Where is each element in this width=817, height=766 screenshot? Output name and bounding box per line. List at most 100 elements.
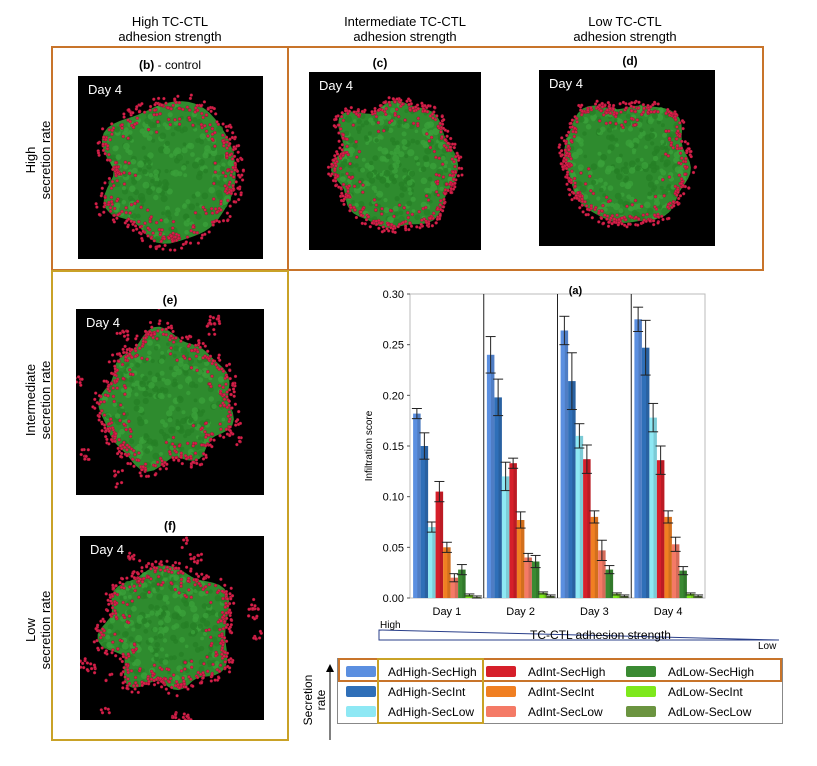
row-header-low-line1: Low xyxy=(23,618,38,642)
column-header-low-line1: Low TC-CTL xyxy=(588,14,662,29)
column-header-high-line2: adhesion strength xyxy=(118,29,222,44)
row-header-high: High secretion rate xyxy=(23,90,53,230)
legend-label: AdInt-SecHigh xyxy=(528,665,606,679)
legend-label: AdHigh-SecInt xyxy=(388,685,466,699)
bar xyxy=(435,491,444,598)
adhesion-scale-low: Low xyxy=(758,641,777,652)
bar xyxy=(428,527,436,598)
legend-swatch xyxy=(486,706,516,717)
panel-e-image: Day 4 xyxy=(76,309,264,495)
bar xyxy=(613,593,621,598)
legend-label: AdLow-SecLow xyxy=(668,705,752,719)
x-tick-label: Day 3 xyxy=(580,606,609,618)
y-tick-label: 0.25 xyxy=(383,340,404,352)
panel-e-simulation xyxy=(76,309,243,489)
bar xyxy=(539,592,547,598)
bar xyxy=(494,397,502,598)
y-tick-label: 0.30 xyxy=(383,289,404,301)
bar xyxy=(443,547,451,598)
bar xyxy=(486,354,495,598)
x-tick-label: Day 4 xyxy=(654,606,683,618)
bar-shade xyxy=(536,561,540,598)
secretion-arrow xyxy=(326,664,334,740)
bar-shade xyxy=(462,569,466,598)
bar-shade xyxy=(543,592,547,598)
bar-shade xyxy=(683,570,687,598)
chart-title: (a) xyxy=(569,285,583,297)
column-header-low-line2: adhesion strength xyxy=(573,29,677,44)
column-header-intermediate: Intermediate TC-CTL adhesion strength xyxy=(310,14,500,44)
y-tick-label: 0.00 xyxy=(383,593,404,605)
panel-b-simulation xyxy=(94,93,246,252)
panel-f-title: (f) xyxy=(120,519,220,533)
legend-label: AdLow-SecHigh xyxy=(668,665,755,679)
row-frame-divider xyxy=(287,46,289,271)
panel-c-simulation xyxy=(326,96,464,235)
bar xyxy=(671,544,680,598)
legend-highlight-row xyxy=(338,658,782,682)
panel-b-image: Day 4 xyxy=(78,76,263,259)
bar-shade xyxy=(432,527,436,598)
panel-d-title: (d) xyxy=(580,54,680,68)
bar-shade xyxy=(506,476,510,598)
x-tick-label: Day 1 xyxy=(433,606,462,618)
panel-b-suffix: - control xyxy=(154,58,201,72)
legend-swatch xyxy=(626,706,656,717)
panel-f-image: Day 4 xyxy=(80,536,264,720)
row-header-intermediate-line1: Intermediate xyxy=(23,363,38,437)
bar-shade xyxy=(572,381,576,598)
panel-f-day: Day 4 xyxy=(90,542,124,557)
y-tick-label: 0.20 xyxy=(383,390,404,402)
x-tick-label: Day 2 xyxy=(506,606,535,618)
y-tick-label: 0.10 xyxy=(383,492,404,504)
bar xyxy=(524,557,532,598)
bar xyxy=(605,569,614,598)
adhesion-scale-wedge xyxy=(378,629,780,641)
legend-swatch xyxy=(346,686,376,697)
bar xyxy=(590,516,599,598)
bar-shade xyxy=(513,463,517,598)
bar-shade xyxy=(668,516,672,598)
infiltration-bar-chart: (a) 0.00 0.05 0.10 0.15 0.20 0.25 0.30 Infiltrat… xyxy=(364,285,706,618)
bar xyxy=(509,463,517,598)
bar-shade xyxy=(646,347,650,598)
bar-shade xyxy=(579,435,584,598)
legend-swatch xyxy=(486,666,516,677)
row-header-intermediate: Intermediate secretion rate xyxy=(23,330,53,470)
legend-swatch xyxy=(486,686,516,697)
column-header-high-line1: High TC-CTL xyxy=(131,14,209,29)
panel-c-title: (c) xyxy=(330,56,430,70)
panel-c-image: Day 4 xyxy=(309,72,481,250)
panel-f-simulation xyxy=(80,536,263,720)
bar xyxy=(413,413,421,598)
bar-shade xyxy=(498,397,502,598)
adhesion-scale-high: High xyxy=(380,620,401,631)
bar-shade xyxy=(587,459,591,598)
high-secretion-row-frame xyxy=(51,46,764,271)
row-header-high-line1: High xyxy=(23,146,38,174)
bar-shade xyxy=(454,577,459,598)
panel-e-title: (e) xyxy=(120,293,220,307)
legend-swatch xyxy=(626,666,656,677)
legend-label: AdInt-SecInt xyxy=(528,685,595,699)
column-header-intermediate-line1: Intermediate TC-CTL xyxy=(344,14,466,29)
bar-shade xyxy=(521,520,525,598)
bar xyxy=(450,577,459,598)
bar xyxy=(679,570,687,598)
panel-d-day: Day 4 xyxy=(549,76,583,91)
panel-b-day: Day 4 xyxy=(88,82,122,97)
panel-d-label: (d) xyxy=(622,54,638,68)
chart-legend: AdHigh-SecHigh AdHigh-SecInt AdHigh-SecLow… xyxy=(337,658,783,724)
bar xyxy=(686,593,695,598)
bar xyxy=(656,460,665,598)
bar xyxy=(598,550,606,598)
bar-shade xyxy=(424,446,429,598)
bar-shade xyxy=(602,550,606,598)
legend-swatch xyxy=(626,686,656,697)
bar-shade xyxy=(447,547,451,598)
bar-shade xyxy=(528,557,532,598)
bar-shade xyxy=(491,354,495,598)
column-header-intermediate-line2: adhesion strength xyxy=(353,29,457,44)
panel-d-image: Day 4 xyxy=(539,70,715,246)
bar-shade xyxy=(594,516,599,598)
